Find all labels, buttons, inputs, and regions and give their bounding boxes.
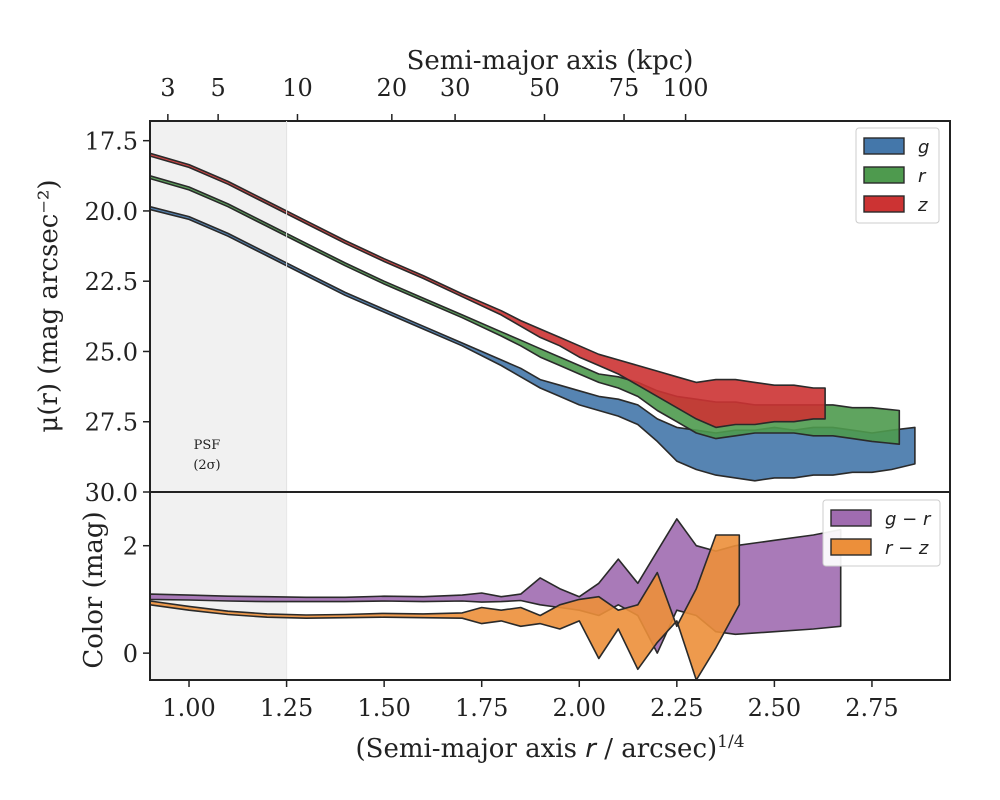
x-tick-label: 2.75 (845, 694, 898, 722)
series-band-g (150, 205, 916, 482)
kpc-tick-label: 50 (529, 74, 560, 102)
top-x-axis-title: Semi-major axis (kpc) (407, 46, 694, 76)
y-tick-label: 0 (123, 640, 138, 668)
y-tick-label: 25.0 (85, 338, 138, 366)
kpc-tick-label: 3 (160, 74, 175, 102)
top-y-axis-title: μ(r) (mag arcsec⁻²) (34, 179, 64, 432)
legend-swatch (863, 166, 905, 184)
y-tick-label: 22.5 (85, 268, 138, 296)
legend-swatch (830, 538, 872, 556)
kpc-tick-label: 20 (377, 74, 408, 102)
kpc-tick-label: 100 (663, 74, 709, 102)
y-tick-label: 20.0 (85, 198, 138, 226)
y-tick-label: 17.5 (85, 128, 138, 156)
x-tick-label: 2.50 (748, 694, 801, 722)
legend-label: r − z (885, 538, 929, 559)
x-tick-label: 1.75 (455, 694, 508, 722)
legend-swatch (863, 137, 905, 155)
legend-label: r (918, 166, 927, 187)
kpc-tick-label: 10 (282, 74, 313, 102)
y-tick-label: 2 (123, 533, 138, 561)
legend-label: g (918, 137, 929, 158)
x-tick-label: 2.00 (553, 694, 606, 722)
surface-brightness-panel: 17.520.022.525.027.530.0 3 5 10 20 30 50 75 100… (34, 46, 951, 680)
x-tick-label: 1.25 (260, 694, 313, 722)
legend-swatch (830, 509, 872, 527)
bottom-frame (149, 491, 951, 681)
bottom-legend: g − r r − z (822, 499, 941, 567)
x-tick-label: 2.25 (650, 694, 703, 722)
series-band-z (150, 152, 826, 429)
kpc-tick-label: 5 (210, 74, 225, 102)
psf-label-line1: PSF (194, 438, 221, 453)
top-legend: grz (855, 127, 940, 224)
x-tick-label: 1.00 (162, 694, 215, 722)
legend-swatch (863, 195, 905, 213)
kpc-tick-label: 30 (440, 74, 471, 102)
psf-label-line2: (2σ) (193, 458, 220, 473)
color-panel: 0 2 1.00 1.25 1.50 1.75 2.00 2.25 2.50 2.75 g − … (79, 491, 951, 764)
legend-label: g − r (885, 509, 932, 530)
y-tick-label: 27.5 (85, 409, 138, 437)
bottom-x-axis-title: (Semi-major axis r / arcsec)1/4 (355, 732, 744, 764)
y-tick-label: 30.0 (85, 479, 138, 507)
bottom-y-axis-title: Color (mag) (79, 511, 109, 668)
kpc-tick-label: 75 (609, 74, 640, 102)
legend-label: z (917, 195, 928, 216)
psf-region (150, 492, 287, 680)
series-band-rz (150, 534, 741, 680)
x-tick-label: 1.50 (357, 694, 410, 722)
